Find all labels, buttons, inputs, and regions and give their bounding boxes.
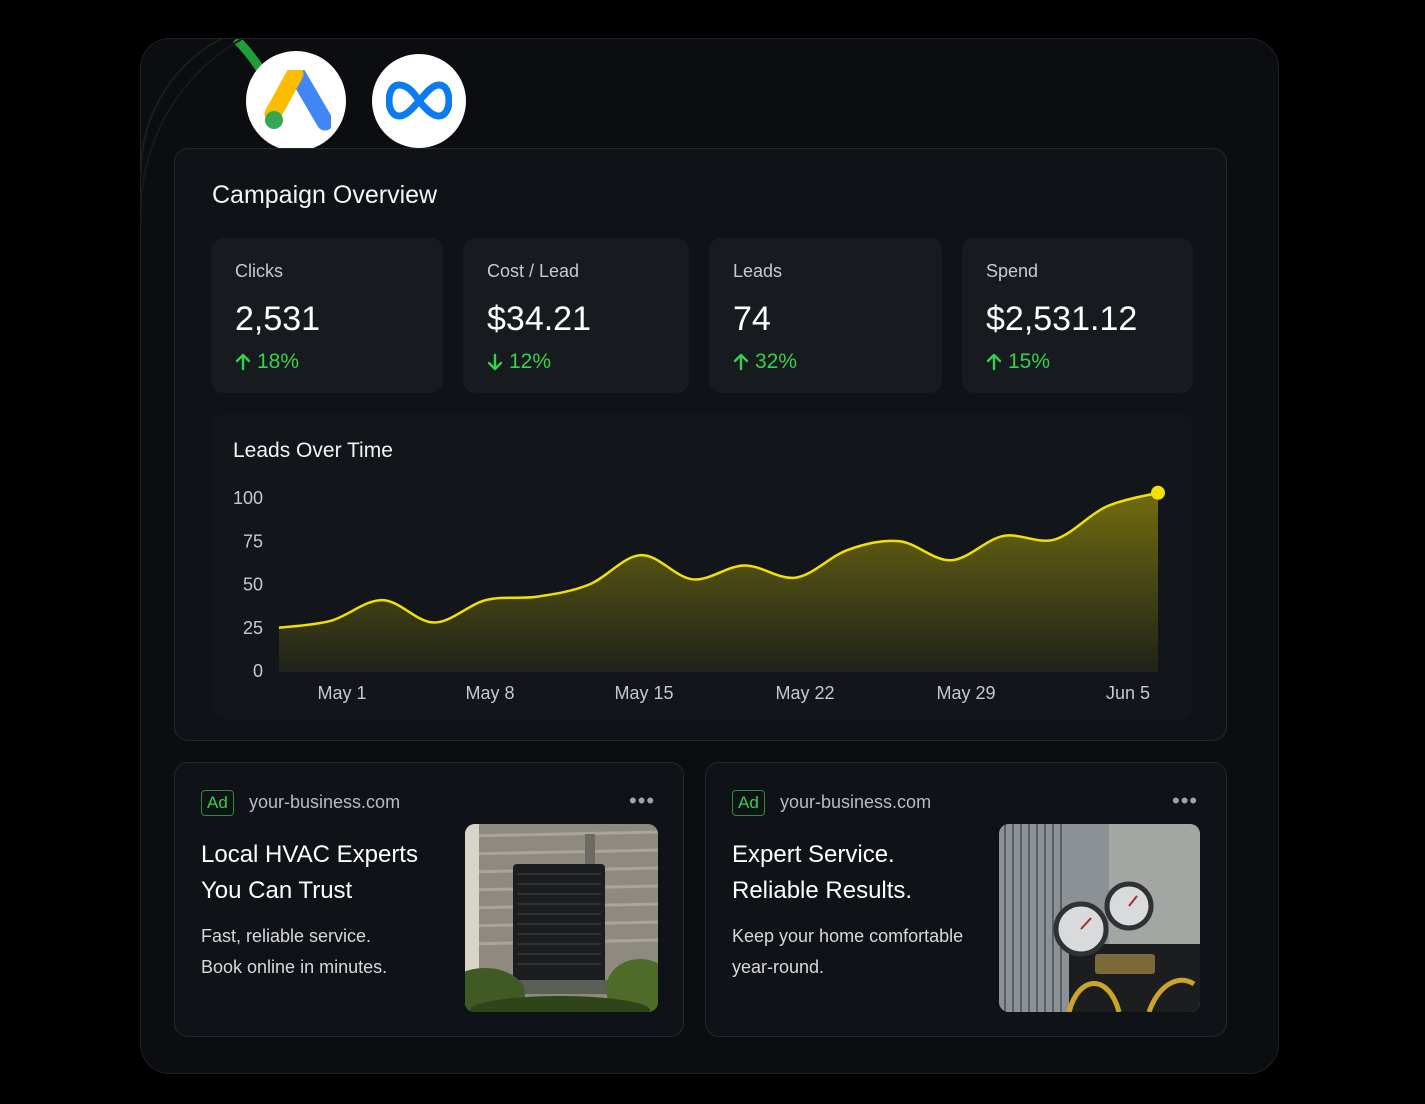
ad-description: Fast, reliable service. Book online in m… [201, 921, 387, 983]
x-tick-label: Jun 5 [1106, 683, 1150, 703]
google-ads-icon [264, 70, 331, 131]
hvac-gauges-photo[interactable] [999, 824, 1200, 1012]
stat-label: Cost / Lead [487, 261, 580, 281]
stat-card-spend[interactable]: Spend $2,531.12 15% [962, 238, 1193, 393]
ad-description-line: Keep your home comfortable [732, 926, 964, 946]
y-tick-label: 0 [253, 661, 263, 681]
ad-headline[interactable]: Local HVAC Experts You Can Trust [201, 837, 418, 909]
stat-label: Clicks [235, 261, 283, 281]
x-tick-label: May 1 [317, 683, 366, 703]
stat-delta: 32% [733, 350, 797, 374]
hvac-outdoor-unit-photo[interactable] [465, 824, 658, 1012]
ad-badge: Ad [201, 790, 234, 816]
ad-description-line: Book online in minutes. [201, 957, 388, 977]
ad-headline-line: You Can Trust [201, 877, 353, 904]
stat-value: 74 [733, 300, 771, 338]
stat-value: 2,531 [235, 300, 321, 338]
stat-value: $34.21 [487, 300, 591, 338]
y-tick-label: 25 [243, 618, 263, 638]
ad-card-hvac-experts[interactable]: Ad your-business.com ••• Local HVAC Expe… [174, 762, 684, 1037]
end-point-marker [1151, 485, 1165, 500]
ad-domain[interactable]: your-business.com [780, 792, 932, 812]
ad-description-line: Fast, reliable service. [201, 926, 372, 946]
google-ads-logo [246, 51, 346, 151]
stat-card-leads[interactable]: Leads 74 32% [709, 238, 942, 393]
ad-headline-line: Expert Service. [732, 841, 895, 868]
x-tick-label: May 15 [614, 683, 673, 703]
stat-value: $2,531.12 [986, 300, 1138, 338]
series-line [278, 491, 1159, 629]
y-tick-label: 100 [233, 488, 263, 508]
dashboard-frame: Campaign Overview Clicks 2,531 18% Cost … [140, 38, 1279, 1074]
ad-badge: Ad [732, 790, 765, 816]
arrow-up-icon [733, 353, 749, 371]
meta-logo [372, 54, 466, 148]
leads-area-chart: 100 75 50 25 0 May 1 May 8 May 15 May 22 May 29 Ju… [233, 485, 1165, 703]
more-options-icon[interactable]: ••• [629, 788, 656, 813]
stat-delta: 15% [986, 350, 1050, 374]
stat-delta: 12% [487, 350, 551, 374]
x-tick-label: May 8 [465, 683, 514, 703]
x-tick-label: May 22 [775, 683, 834, 703]
arrow-up-icon [986, 353, 1002, 371]
ad-headline[interactable]: Expert Service. Reliable Results. [732, 837, 912, 909]
series-area [279, 492, 1158, 671]
stat-label: Spend [986, 261, 1039, 281]
ad-card-expert-service[interactable]: Ad your-business.com ••• Expert Service.… [705, 762, 1227, 1037]
y-tick-label: 50 [243, 575, 263, 595]
campaign-overview-panel: Campaign Overview Clicks 2,531 18% Cost … [174, 148, 1227, 741]
y-tick-label: 75 [243, 531, 263, 551]
stat-label: Leads [733, 261, 783, 281]
stat-delta-value: 18% [257, 350, 300, 373]
more-options-icon[interactable]: ••• [1172, 788, 1199, 813]
chart-title: Leads Over Time [233, 439, 393, 462]
leads-chart-card: Leads Over Time 100 75 50 25 0 May 1 May 8 May … [211, 414, 1193, 719]
ad-description: Keep your home comfortable year-round. [732, 921, 963, 983]
ad-domain[interactable]: your-business.com [249, 792, 401, 812]
stat-card-cost-per-lead[interactable]: Cost / Lead $34.21 12% [463, 238, 689, 393]
ad-description-line: year-round. [732, 957, 825, 977]
ad-headline-line: Local HVAC Experts [201, 841, 418, 868]
stat-delta-value: 15% [1008, 350, 1051, 373]
stat-delta-value: 32% [755, 350, 798, 373]
stat-delta-value: 12% [509, 350, 552, 373]
meta-icon [386, 81, 452, 120]
arrow-down-icon [487, 353, 503, 371]
x-tick-label: May 29 [936, 683, 995, 703]
overview-title: Campaign Overview [212, 181, 438, 209]
arrow-up-icon [235, 353, 251, 371]
stat-delta: 18% [235, 350, 299, 374]
ad-headline-line: Reliable Results. [732, 877, 913, 904]
stat-card-clicks[interactable]: Clicks 2,531 18% [211, 238, 443, 393]
